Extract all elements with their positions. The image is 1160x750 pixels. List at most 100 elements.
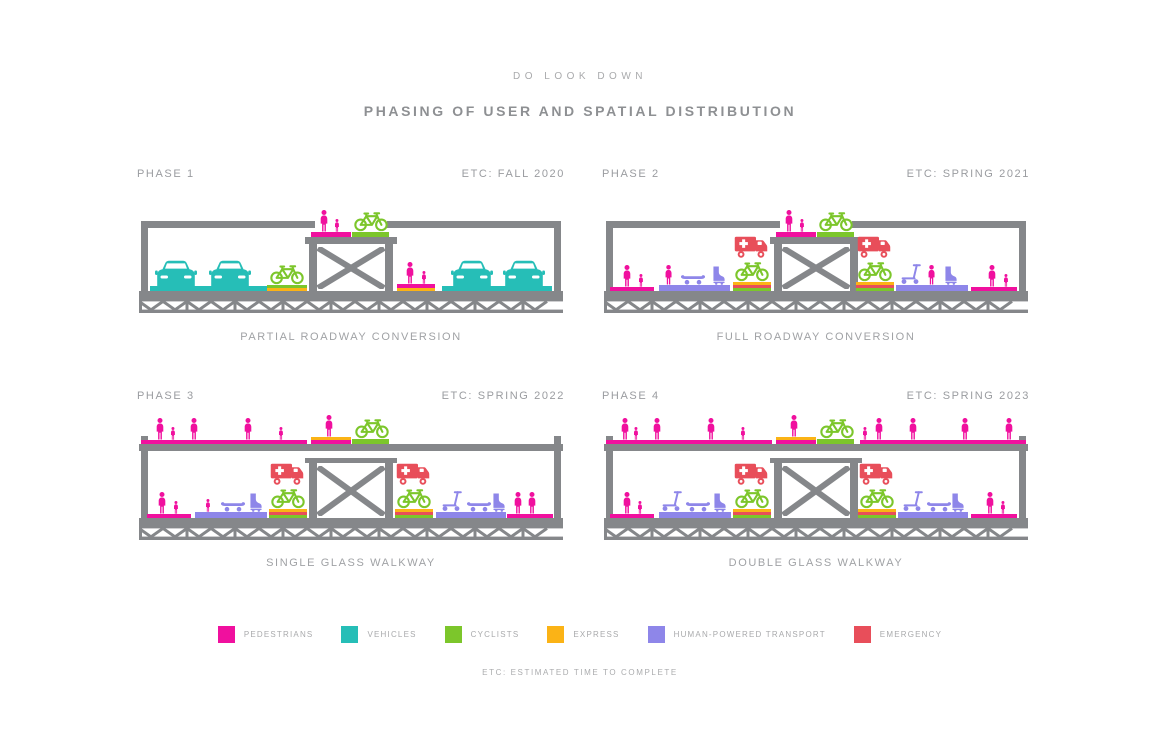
- person-icon: [652, 418, 662, 440]
- phase-label: PHASE 2: [602, 168, 660, 180]
- bike-icon: [735, 486, 769, 509]
- deck-truss: [604, 299, 1028, 313]
- tower-column-left: [309, 463, 317, 518]
- bridge-cross-section: [604, 415, 1028, 541]
- lane-strip-emergency: [733, 285, 771, 289]
- lane-strip-express: [269, 509, 307, 513]
- person-icon: [638, 274, 644, 287]
- ambulance-icon: [734, 235, 768, 259]
- tower-strip-cyclists: [817, 232, 854, 237]
- wall-left: [606, 221, 613, 291]
- scooter-icon: [902, 490, 924, 512]
- person-icon: [421, 271, 427, 284]
- bike-icon: [270, 262, 304, 285]
- person-icon: [155, 418, 165, 440]
- skate-icon: [943, 266, 957, 285]
- lane-strip-emergency: [395, 512, 433, 516]
- lane-strip-vehicles: [442, 286, 552, 292]
- tower-strip-pedestrians: [311, 232, 351, 237]
- ambulance-icon: [859, 462, 893, 486]
- lane-strip-express: [395, 509, 433, 513]
- person-icon: [987, 265, 997, 287]
- legend-item-express: EXPRESS: [547, 626, 619, 643]
- lane-strip-pedestrians: [610, 514, 654, 519]
- tower-strip-cyclists: [817, 439, 854, 444]
- cross-brace: [782, 466, 850, 516]
- legend-item-vehicles: VEHICLES: [341, 626, 416, 643]
- lane-strip-cyclists: [395, 515, 433, 519]
- person-icon: [319, 210, 329, 232]
- tower-column-left: [774, 244, 782, 291]
- person-icon: [960, 418, 970, 440]
- ambulance-icon: [270, 462, 304, 486]
- scooter-icon: [900, 263, 922, 285]
- bridge-cross-section: [139, 207, 563, 313]
- bike-icon: [858, 259, 892, 282]
- person-icon: [157, 492, 167, 514]
- deck-truss: [604, 526, 1028, 540]
- glass-walkway-beam: [770, 458, 862, 463]
- wall-right: [554, 221, 561, 291]
- lane-strip-hpt: [896, 285, 968, 292]
- scooter-icon: [661, 490, 683, 512]
- skateboard-icon: [466, 501, 492, 512]
- roof-deck: [139, 444, 563, 451]
- bridge-deck: [604, 291, 1028, 299]
- skate-icon: [248, 493, 262, 512]
- hpt-swatch-icon: [647, 626, 665, 643]
- lane-strip-express: [856, 282, 894, 286]
- skate-icon: [712, 493, 726, 512]
- chamber-ceiling-right: [852, 221, 1026, 228]
- lane-strip-express: [267, 288, 307, 292]
- tower-strip-express: [776, 437, 816, 440]
- lane-strip-pedestrians: [397, 284, 435, 288]
- person-icon: [173, 501, 179, 514]
- person-icon: [189, 418, 199, 440]
- tower-strip-pedestrians: [776, 232, 816, 237]
- person-icon: [862, 427, 868, 440]
- phase-header: PHASE 4 ETC: SPRING 2023: [602, 390, 1030, 403]
- phase-header: PHASE 1 ETC: FALL 2020: [137, 168, 565, 181]
- bike-icon: [735, 259, 769, 282]
- phase-caption: DOUBLE GLASS WALKWAY: [728, 557, 904, 569]
- person-icon: [243, 418, 253, 440]
- person-icon: [405, 262, 415, 284]
- lane-strip-cyclists: [733, 515, 771, 519]
- phase-panel-3: PHASE 3 ETC: SPRING 2022 SINGLE GLASS WALK…: [137, 390, 565, 569]
- person-icon: [324, 415, 334, 437]
- tower-column-right: [850, 244, 858, 291]
- wall-left: [606, 436, 613, 518]
- phase-etc-label: ETC: SPRING 2022: [441, 390, 565, 402]
- chamber-ceiling-left: [606, 221, 780, 228]
- bridge-deck: [139, 291, 563, 299]
- phase-panel-1: PHASE 1 ETC: FALL 2020 PARTIAL ROADWAY CON…: [137, 168, 565, 343]
- legend-item-cyclists: CYCLISTS: [444, 626, 520, 643]
- lane-strip-pedestrians: [971, 514, 1017, 519]
- chamber-ceiling-right: [387, 221, 561, 228]
- person-icon: [633, 427, 639, 440]
- skate-icon: [950, 493, 964, 512]
- phase-label: PHASE 1: [137, 168, 195, 180]
- wall-left: [141, 221, 148, 291]
- person-icon: [1004, 418, 1014, 440]
- tower-column-left: [774, 463, 782, 518]
- tower-column-left: [309, 244, 317, 291]
- phase-header: PHASE 3 ETC: SPRING 2022: [137, 390, 565, 403]
- phase-panel-2: PHASE 2 ETC: SPRING 2021 FULL ROADWAY CONV…: [602, 168, 1030, 343]
- phase-caption: SINGLE GLASS WALKWAY: [266, 557, 436, 569]
- person-icon: [740, 427, 746, 440]
- wall-right: [1019, 221, 1026, 291]
- roof-walkway-strip-left: [141, 440, 307, 444]
- bike-icon: [271, 486, 305, 509]
- tower-column-right: [385, 244, 393, 291]
- page-title: PHASING OF USER AND SPATIAL DISTRIBUTION: [363, 103, 797, 119]
- skateboard-icon: [680, 274, 706, 285]
- person-icon: [789, 415, 799, 437]
- lane-strip-cyclists: [267, 285, 307, 289]
- person-icon: [927, 265, 936, 285]
- brand-kicker: DO LOOK DOWN: [512, 71, 647, 82]
- legend-footnote: ETC: ESTIMATED TIME TO COMPLETE: [482, 668, 678, 677]
- person-icon: [278, 427, 284, 440]
- phase-caption: FULL ROADWAY CONVERSION: [716, 331, 916, 343]
- tower-platform: [305, 237, 397, 244]
